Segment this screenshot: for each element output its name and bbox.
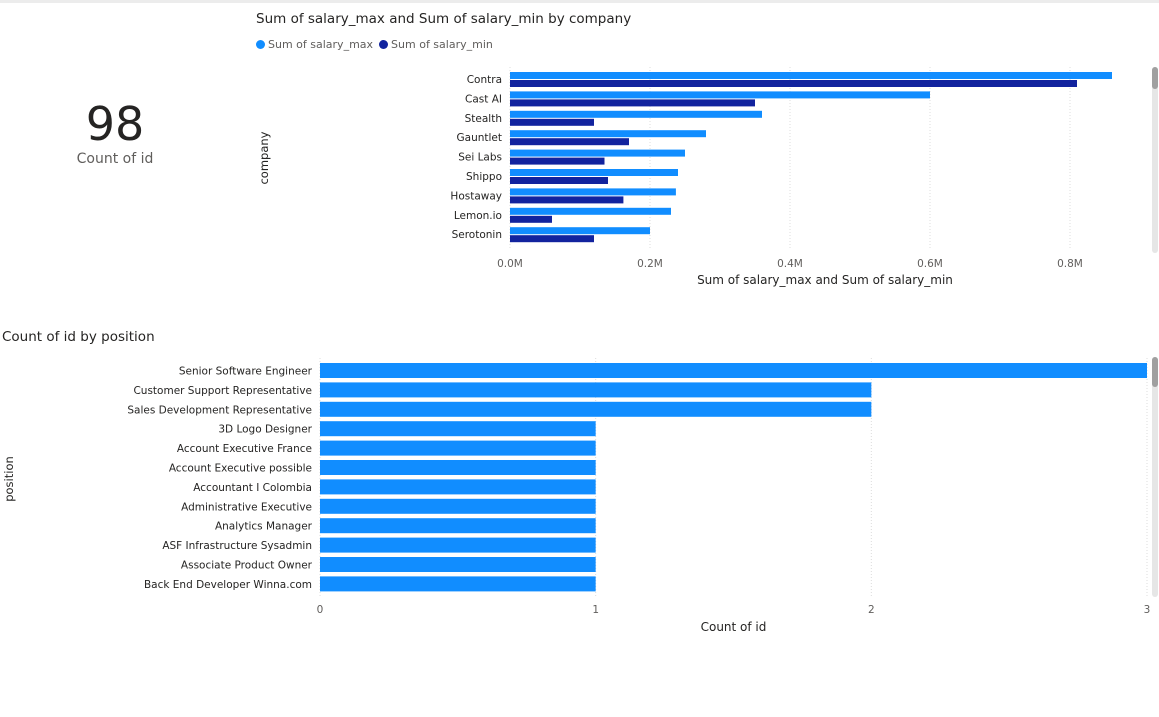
legend-item-salary-min[interactable]: Sum of salary_min: [379, 38, 493, 51]
company-category-label: Shippo: [466, 171, 502, 183]
company-bar-sum-of-salary-min-lemon-io[interactable]: [510, 215, 552, 223]
legend-label-salary-min: Sum of salary_min: [391, 38, 493, 51]
company-bar-sum-of-salary-max-serotonin[interactable]: [510, 227, 650, 235]
position-category-label: Senior Software Engineer: [179, 366, 313, 378]
company-x-tick-label: 0.4M: [777, 258, 803, 270]
company-category-label: Cast AI: [465, 93, 502, 105]
position-chart-scroll-thumb[interactable]: [1152, 357, 1158, 387]
company-chart-title: Sum of salary_max and Sum of salary_min …: [256, 11, 632, 27]
company-bar-sum-of-salary-min-cast-ai[interactable]: [510, 99, 755, 107]
position-bar-customer-support-representative[interactable]: [320, 382, 872, 398]
company-bar-sum-of-salary-min-contra[interactable]: [510, 80, 1077, 87]
company-x-tick-label: 0.6M: [917, 258, 943, 270]
kpi-label: Count of id: [76, 151, 154, 167]
position-x-tick-label: 2: [868, 604, 875, 616]
company-bar-sum-of-salary-max-hostaway[interactable]: [510, 188, 676, 196]
position-x-tick-label: 1: [592, 604, 599, 616]
company-bar-sum-of-salary-min-serotonin[interactable]: [510, 235, 594, 243]
position-bar-accountant-i-colombia[interactable]: [320, 479, 596, 495]
company-bar-sum-of-salary-max-lemon-io[interactable]: [510, 207, 671, 215]
position-chart-scrollbar[interactable]: [1152, 357, 1158, 597]
company-category-label: Lemon.io: [454, 210, 502, 222]
legend-marker-salary-max: [256, 40, 265, 49]
company-x-tick-label: 0.8M: [1057, 258, 1083, 270]
company-chart-legend: Sum of salary_max Sum of salary_min: [256, 38, 499, 51]
company-bar-sum-of-salary-max-shippo[interactable]: [510, 169, 678, 176]
company-chart-scroll-thumb[interactable]: [1152, 67, 1158, 89]
company-bar-sum-of-salary-min-stealth[interactable]: [510, 118, 594, 126]
position-bar-account-executive-france[interactable]: [320, 440, 596, 456]
position-category-label: Analytics Manager: [215, 521, 313, 533]
position-bar-associate-product-owner[interactable]: [320, 557, 596, 572]
position-x-axis-title: Count of id: [700, 620, 767, 634]
company-category-label: Stealth: [465, 113, 502, 125]
position-bar-administrative-executive[interactable]: [320, 498, 596, 514]
position-x-tick-label: 3: [1144, 604, 1151, 616]
company-bar-sum-of-salary-max-stealth[interactable]: [510, 110, 762, 118]
position-category-label: ASF Infrastructure Sysadmin: [162, 540, 312, 552]
company-category-label: Serotonin: [452, 229, 502, 241]
position-category-label: Sales Development Representative: [127, 404, 312, 416]
company-x-tick-label: 0.2M: [637, 258, 663, 270]
position-category-label: 3D Logo Designer: [218, 424, 312, 436]
position-category-label: Accountant I Colombia: [193, 482, 312, 494]
position-category-label: Account Executive possible: [169, 463, 312, 475]
company-category-label: Gauntlet: [457, 132, 503, 144]
company-chart-scrollbar[interactable]: [1152, 67, 1158, 253]
company-bar-chart[interactable]: 0.0M 0.2M 0.4M 0.6M 0.8M Contra Cast AI Stealth…: [0, 0, 1159, 300]
company-bar-sum-of-salary-min-shippo[interactable]: [510, 177, 608, 184]
company-category-label: Sei Labs: [458, 152, 502, 164]
legend-item-salary-max[interactable]: Sum of salary_max: [256, 38, 373, 51]
legend-marker-salary-min: [379, 40, 389, 49]
company-x-axis-title: Sum of salary_max and Sum of salary_min: [697, 273, 953, 287]
company-bar-sum-of-salary-min-hostaway[interactable]: [510, 196, 624, 204]
position-bar-account-executive-possible[interactable]: [320, 460, 596, 475]
position-bar-sales-development-representative[interactable]: [320, 401, 872, 417]
company-bar-sum-of-salary-max-cast-ai[interactable]: [510, 91, 930, 99]
company-bar-sum-of-salary-max-sei-labs[interactable]: [510, 149, 685, 157]
position-bar-3d-logo-designer[interactable]: [320, 421, 596, 437]
position-bar-asf-infrastructure-sysadmin[interactable]: [320, 537, 596, 553]
position-category-label: Account Executive France: [177, 443, 312, 455]
company-bar-sum-of-salary-min-sei-labs[interactable]: [510, 157, 605, 165]
position-chart-title: Count of id by position: [2, 329, 155, 345]
company-x-tick-label: 0.0M: [497, 258, 523, 270]
position-category-label: Administrative Executive: [181, 501, 312, 513]
kpi-card[interactable]: 98 Count of id: [55, 95, 175, 167]
position-category-label: Back End Developer Winna.com: [144, 579, 312, 591]
company-bar-sum-of-salary-max-contra[interactable]: [510, 72, 1112, 79]
position-category-label: Associate Product Owner: [181, 560, 313, 572]
company-category-label: Contra: [467, 74, 502, 86]
company-bar-sum-of-salary-min-gauntlet[interactable]: [510, 138, 629, 146]
position-x-tick-label: 0: [317, 604, 324, 616]
kpi-value: 98: [85, 97, 145, 151]
position-bar-back-end-developer-winna-com[interactable]: [320, 576, 596, 592]
company-category-label: Hostaway: [450, 190, 502, 202]
top-border: [0, 0, 1159, 3]
position-bar-analytics-manager[interactable]: [320, 518, 596, 534]
company-bar-sum-of-salary-max-gauntlet[interactable]: [510, 130, 706, 138]
position-bar-senior-software-engineer[interactable]: [320, 363, 1147, 378]
position-category-label: Customer Support Representative: [133, 385, 312, 397]
legend-label-salary-max: Sum of salary_max: [268, 38, 374, 51]
